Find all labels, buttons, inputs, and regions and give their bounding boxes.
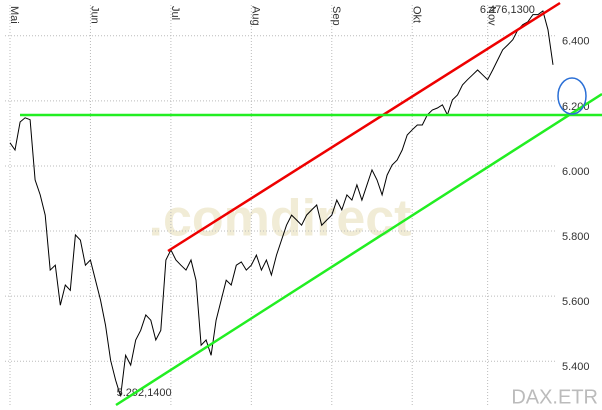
price-line <box>9 10 554 397</box>
y-tick-label: 5.800 <box>562 231 590 243</box>
y-tick-label: 6.000 <box>562 166 590 178</box>
y-tick-label: 6.400 <box>562 36 590 48</box>
watermark: .comdirect <box>149 190 412 248</box>
trend-line <box>115 92 602 407</box>
x-tick-label: Aug <box>249 6 261 26</box>
x-tick-label: Jul <box>169 6 181 20</box>
y-tick-label: 5.600 <box>562 296 590 308</box>
y-tick-label: 5.400 <box>562 361 590 373</box>
x-tick-label: Nov <box>486 6 498 26</box>
y-tick-label: 6.200 <box>562 101 590 113</box>
x-tick-label: Sep <box>330 6 342 26</box>
x-tick-label: Mai <box>8 6 20 24</box>
highlight-circle <box>557 77 587 115</box>
x-tick-label: Okt <box>410 6 422 23</box>
trend-line <box>167 1 561 253</box>
data-label: 5.292,1400 <box>117 387 172 399</box>
source-label: DAX.ETR <box>511 386 598 408</box>
data-label: 6.476,1300 <box>480 4 535 16</box>
x-tick-label: Jun <box>89 6 101 24</box>
